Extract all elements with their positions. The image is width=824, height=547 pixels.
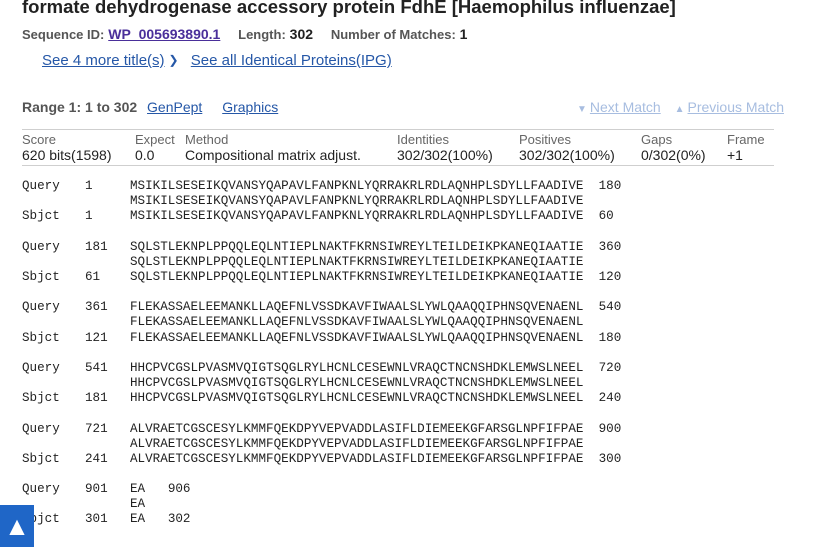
query-line: Query 361 FLEKASSAELEEMANKLLAQEFNLVSSDKAVF… xyxy=(22,300,622,315)
query-line: Query 1 MSIKILSESEIKQVANSYQAPAVLFANPKNLYQR… xyxy=(22,179,622,193)
frame-header: Frame xyxy=(727,132,765,147)
chevron-down-icon[interactable]: ❯ xyxy=(168,53,179,67)
score-header: Score xyxy=(22,132,56,147)
score-value: 620 bits(1598) xyxy=(22,147,112,163)
sequence-meta: Sequence ID: WP_005693890.1 Length: 302 … xyxy=(22,26,467,42)
length-value: 302 xyxy=(289,26,314,42)
arrow-up-icon: ▲ xyxy=(4,510,30,541)
triangle-up-icon: ▲ xyxy=(674,104,685,115)
expect-header: Expect xyxy=(135,132,175,147)
scroll-to-top-button[interactable]: ▲ xyxy=(0,505,34,547)
match-line: FLEKASSAELEEMANKLLAQEFNLVSSDKAVFIWAALSLY… xyxy=(130,315,584,330)
range-header: Range 1: 1 to 302 GenPept Graphics xyxy=(22,99,294,115)
alignment-block: Query 361 FLEKASSAELEEMANKLLAQEFNLVSSDKAVF… xyxy=(22,300,621,345)
alignment-block: Query 541 HHCPVCGSLPVASMVQIGTSQGLRYLHCNLCE… xyxy=(22,361,621,406)
alignment-block: Query 901 EA 906 EA Sbjct 301 EA 302 xyxy=(22,482,621,527)
previous-match-link[interactable]: Previous Match xyxy=(687,99,784,115)
matches-label: Number of Matches: xyxy=(330,27,456,42)
page-title: formate dehydrogenase accessory protein … xyxy=(22,0,676,17)
genpept-link[interactable]: GenPept xyxy=(147,99,203,115)
identical-proteins-link[interactable]: See all Identical Proteins(IPG) xyxy=(190,52,392,69)
method-value: Compositional matrix adjust. xyxy=(185,147,361,163)
method-header: Method xyxy=(185,132,229,147)
match-line: EA xyxy=(130,497,146,512)
query-line: Query 181 SQLSTLEKNPLPPQQLEQLNTIEPLNAKTFKR… xyxy=(22,239,622,254)
alignment-block: Query 181 SQLSTLEKNPLPPQQLEQLNTIEPLNAKTFKR… xyxy=(22,240,621,285)
graphics-link[interactable]: Graphics xyxy=(222,99,279,115)
range-label: Range 1: 1 to 302 xyxy=(22,99,138,115)
sequence-id-label: Sequence ID: xyxy=(22,27,105,42)
triangle-down-icon: ▼ xyxy=(577,104,587,115)
next-match-link[interactable]: Next Match xyxy=(589,99,661,115)
alignment-stats: Score Expect Method Identities Positives… xyxy=(22,129,774,166)
length-label: Length: xyxy=(238,27,286,42)
match-line: MSIKILSESEIKQVANSYQAPAVLFANPKNLYQRRAKRLR… xyxy=(130,194,584,209)
gaps-value: 0/302(0%) xyxy=(641,147,706,163)
alignment-block: Query 721 ALVRAETCGSCESYLKMMFQEKDPYVEPVADD… xyxy=(22,422,621,467)
match-nav: ▼ Next Match ▲ Previous Match xyxy=(577,99,784,115)
match-line: HHCPVCGSLPVASMVQIGTSQGLRYLHCNLCESEWNLVRA… xyxy=(130,376,584,391)
sequence-id-link[interactable]: WP_005693890.1 xyxy=(108,26,221,42)
alignment-block: Query 1 MSIKILSESEIKQVANSYQAPAVLFANPKNLYQR… xyxy=(22,179,621,224)
subject-line: Sbjct 121 FLEKASSAELEEMANKLLAQEFNLVSSDKAVF… xyxy=(22,330,622,345)
positives-header: Positives xyxy=(519,132,572,147)
match-line: SQLSTLEKNPLPPQQLEQLNTIEPLNAKTFKRNSIWREYL… xyxy=(130,254,584,269)
title-links: See 4 more title(s) ❯ See all Identical P… xyxy=(42,52,392,69)
match-line: ALVRAETCGSCESYLKMMFQEKDPYVEPVADDLASIFLDI… xyxy=(130,436,584,451)
sequence-alignment: Query 1 MSIKILSESEIKQVANSYQAPAVLFANPKNLYQR… xyxy=(22,179,621,543)
subject-line: Sbjct 61 SQLSTLEKNPLPPQQLEQLNTIEPLNAKTFKRN… xyxy=(22,269,622,284)
subject-line: Sbjct 241 ALVRAETCGSCESYLKMMFQEKDPYVEPVADD… xyxy=(22,451,622,466)
identities-header: Identities xyxy=(397,132,450,147)
subject-line: Sbjct 1 MSIKILSESEIKQVANSYQAPAVLFANPKNLYQR… xyxy=(22,209,614,224)
positives-value: 302/302(100%) xyxy=(519,147,615,163)
frame-value: +1 xyxy=(727,147,743,163)
query-line: Query 541 HHCPVCGSLPVASMVQIGTSQGLRYLHCNLCE… xyxy=(22,360,622,375)
query-line: Query 901 EA 906 xyxy=(22,482,191,497)
identities-value: 302/302(100%) xyxy=(397,147,493,163)
more-titles-link[interactable]: See 4 more title(s) xyxy=(42,52,165,69)
matches-value: 1 xyxy=(459,26,468,42)
expect-value: 0.0 xyxy=(135,147,155,163)
gaps-header: Gaps xyxy=(641,132,673,147)
subject-line: Sbjct 301 EA 302 xyxy=(22,512,191,527)
query-line: Query 721 ALVRAETCGSCESYLKMMFQEKDPYVEPVADD… xyxy=(22,421,622,436)
subject-line: Sbjct 181 HHCPVCGSLPVASMVQIGTSQGLRYLHCNLCE… xyxy=(22,391,622,406)
